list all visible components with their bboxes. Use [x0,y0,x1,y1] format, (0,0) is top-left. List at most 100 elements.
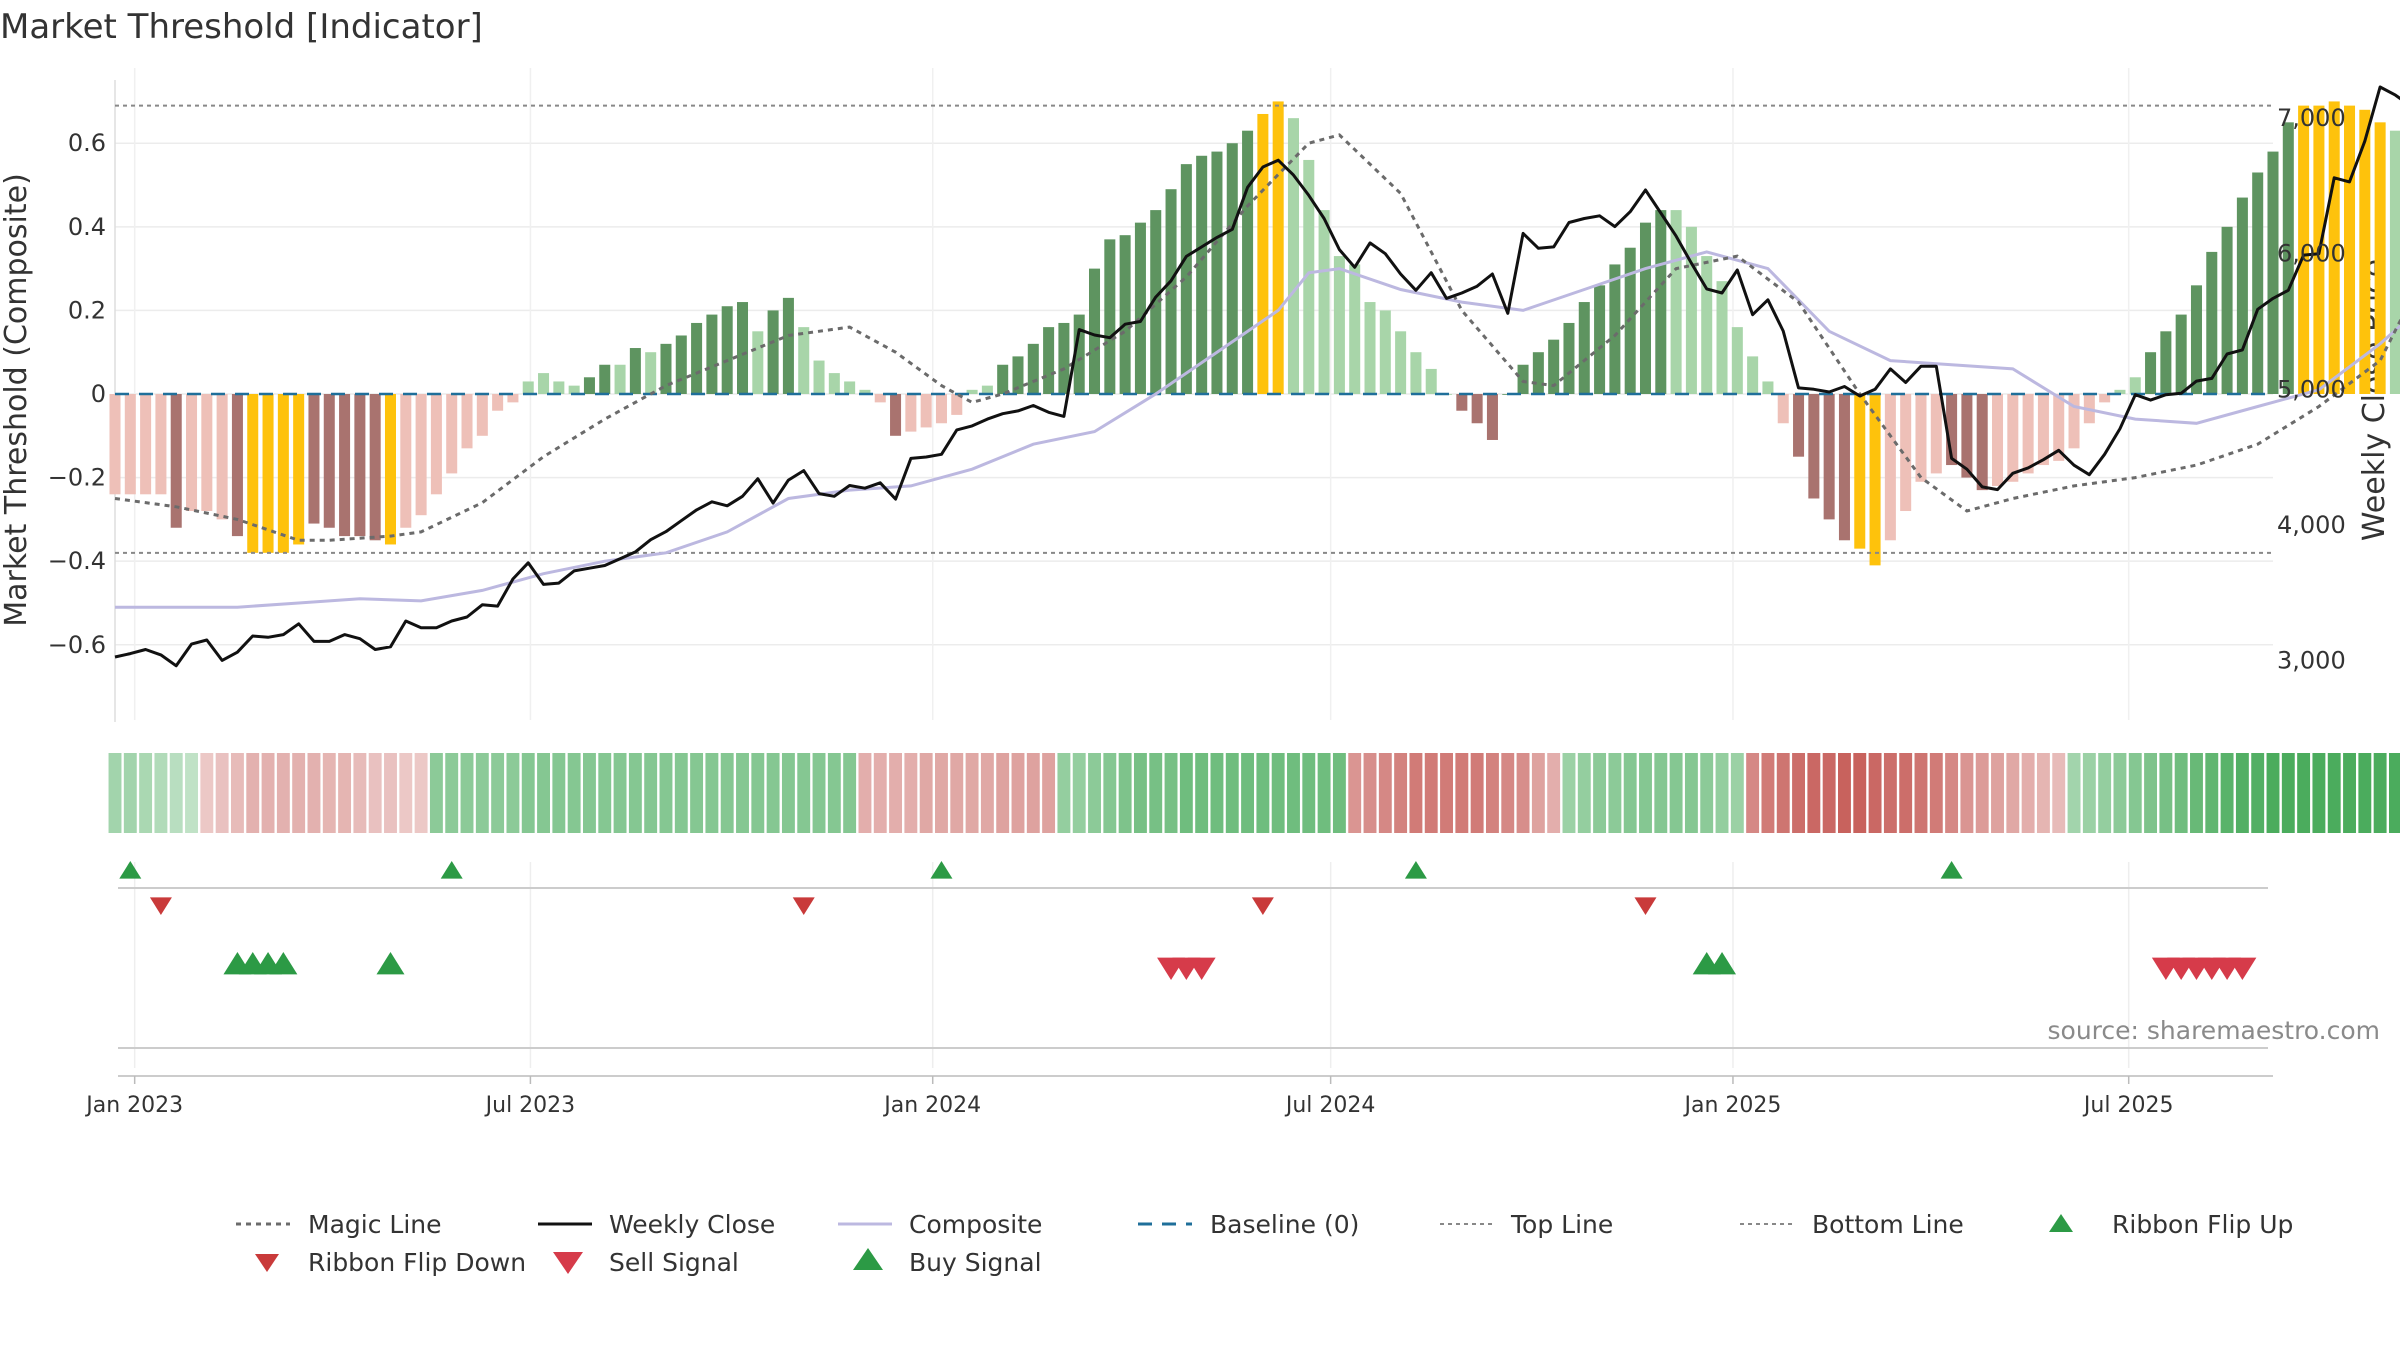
composite-bar-130 [2099,394,2111,403]
composite-bar-39 [706,314,718,394]
ribbon-cell-146 [2343,753,2356,833]
composite-bar-67 [1134,222,1146,394]
composite-bar-133 [2145,352,2157,394]
ribbon-cell-95 [1562,753,1576,833]
legend-label-composite: Composite [909,1210,1042,1239]
composite-bar-15 [339,394,351,537]
composite-bar-33 [614,364,626,394]
ribbon-cell-27 [521,753,535,833]
ribbon-cell-93 [1531,753,1545,833]
y-right-tick-label-1: 6,000 [2277,240,2346,268]
x-tick-label-0: Jan 2023 [84,1093,183,1118]
composite-bar-81 [1349,264,1361,394]
ribbon-cell-98 [1608,753,1622,833]
ribbon-cell-80 [1332,753,1346,833]
ribbon-cell-137 [2205,753,2219,833]
ribbon-cell-112 [1822,753,1836,833]
signal-markers [119,861,2257,980]
ribbon-cell-55 [950,753,964,833]
ribbon-cell-91 [1501,753,1515,833]
composite-bar-10 [262,394,274,553]
ribbon-cell-3 [154,753,168,833]
composite-bar-108 [1762,381,1774,394]
y-right-tick-label-2: 5,000 [2277,375,2346,403]
ribbon-cell-2 [139,753,153,833]
legend-swatch-buy-signal [853,1248,883,1270]
composite-bar-36 [660,343,672,394]
composite-bar-21 [430,394,442,495]
composite-bar-114 [1854,394,1866,549]
legend-label-baseline: Baseline (0) [1210,1210,1359,1239]
composite-bar-148 [2374,122,2386,394]
ribbon-flip-up-marker-4 [1940,861,1963,879]
composite-bar-64 [1089,268,1101,394]
ribbon-cell-69 [1164,753,1178,833]
composite-bar-116 [1884,394,1896,541]
x-axis-ticks: Jan 2023 Jul 2023 Jan 2024 Jul 2024 Jan 2025… [84,1076,2173,1118]
composite-bar-66 [1119,235,1131,394]
composite-bar-60 [1027,343,1039,394]
composite-bar-106 [1731,327,1743,394]
y-left-tick-label-6: −0.6 [48,631,106,659]
composite-bar-6 [201,394,213,512]
legend-item-bottom-line: Bottom Line [1740,1210,1964,1239]
legend-item-weekly-close: Weekly Close [538,1210,775,1239]
ribbon-cell-47 [827,753,841,833]
ribbon-flip-down-marker-1 [792,897,815,915]
composite-bar-16 [354,394,366,537]
ribbon-cell-126 [2036,753,2050,833]
ribbon-flip-down-marker-2 [1251,897,1274,915]
composite-bar-126 [2037,394,2049,466]
composite-bar-9 [247,394,259,553]
y-left-tick-label-0: 0.6 [68,129,106,157]
composite-bar-86 [1425,368,1437,394]
composite-bar-22 [446,394,458,474]
composite-bar-85 [1410,352,1422,394]
ribbon-cell-138 [2220,753,2234,833]
composite-bar-112 [1823,394,1835,520]
ribbon-cell-20 [414,753,428,833]
ribbon-cell-94 [1547,753,1561,833]
ribbon-cell-148 [2373,753,2387,833]
composite-bar-123 [1992,394,2004,486]
ribbon-cell-18 [384,753,397,833]
composite-bar-43 [767,310,779,394]
composite-bar-26 [507,394,519,403]
composite-bar-54 [935,394,947,424]
composite-bar-118 [1915,394,1927,482]
composite-bar-72 [1211,151,1223,394]
ribbon-cell-96 [1577,753,1591,833]
legend-item-ribbon-flip-down: Ribbon Flip Down [255,1248,526,1277]
composite-bar-82 [1364,302,1376,394]
composite-bar-5 [186,394,198,512]
ribbon-cell-88 [1455,753,1469,833]
ribbon-cell-118 [1914,753,1928,833]
ribbon-cell-105 [1715,753,1729,833]
ribbon-cell-14 [322,753,336,833]
legend-label-bottom-line: Bottom Line [1812,1210,1964,1239]
ribbon-cell-125 [2021,753,2035,833]
composite-bar-17 [369,394,381,541]
composite-bar-134 [2160,331,2172,394]
ribbon-cell-26 [506,753,520,833]
composite-bar-65 [1104,239,1116,394]
legend-label-ribbon-flip-down: Ribbon Flip Down [308,1248,526,1277]
legend-item-buy-signal: Buy Signal [853,1248,1042,1277]
ribbon-cell-35 [644,753,658,833]
ribbon-flip-up-marker-0 [119,861,142,879]
composite-bar-4 [170,394,182,528]
composite-bar-80 [1333,256,1345,394]
ribbon-cell-44 [781,753,795,833]
ribbon-cell-70 [1179,753,1193,833]
y-left-tick-label-1: 0.4 [68,213,106,241]
composite-bar-78 [1303,159,1315,394]
composite-bar-138 [2221,226,2233,394]
ribbon-cell-83 [1378,753,1392,833]
ribbon-flip-up-marker-1 [440,861,463,879]
ribbon-cell-144 [2312,753,2326,833]
chart-title: Market Threshold [Indicator] [0,7,483,47]
composite-bar-3 [155,394,167,495]
ribbon-cell-139 [2235,753,2249,833]
y-left-tick-label-3: 0 [91,380,106,408]
ribbon-flip-down-marker-0 [149,897,172,915]
